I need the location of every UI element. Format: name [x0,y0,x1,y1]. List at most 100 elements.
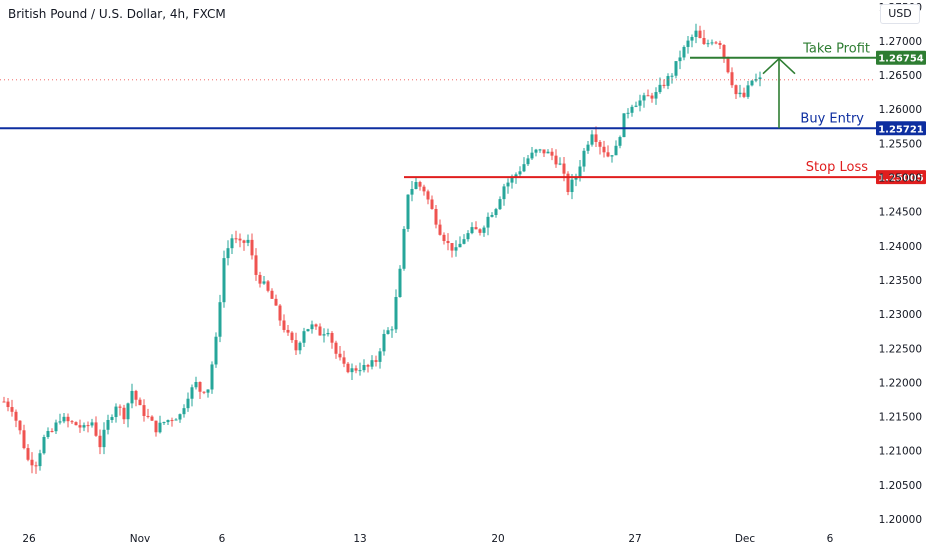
candle-body [750,80,754,86]
candle-body [86,425,90,427]
candle-body [670,75,674,77]
candle-body [310,324,314,330]
candle-body [562,163,566,174]
candle-body [578,166,582,177]
candle-body [226,248,230,259]
candle-body [658,84,662,93]
candle-body [110,417,114,420]
candle-body [642,95,646,101]
candle-body [54,422,58,432]
candle-body [130,390,134,404]
candle-body [482,227,486,233]
candle-body [622,113,626,138]
candle-body [722,44,726,58]
price-axis: 1.290001.285001.280001.275001.270001.265… [879,2,922,526]
candles-layer [2,23,762,474]
candle-body [98,435,102,448]
candle-body [70,421,74,423]
candle-body [706,43,710,45]
candle-body [58,421,62,423]
y-tick-label: 1.20000 [879,514,922,526]
candle-body [46,431,50,437]
candle-body [686,40,690,47]
candle-body [514,174,518,178]
candle-body [486,216,490,228]
candle-body [566,173,570,193]
candle-body [362,364,366,371]
candle-body [438,224,442,235]
currency-button[interactable]: USD [880,4,920,24]
candle-body [118,406,122,408]
candle-body [526,158,530,165]
candle-body [534,149,538,153]
candle-body [714,42,718,44]
candle-body [270,290,274,299]
candle-body [546,151,550,154]
x-tick-label: 6 [219,533,226,545]
candle-body [550,151,554,156]
candle-body [542,149,546,154]
candle-body [202,391,206,393]
candle-body [366,364,370,367]
y-tick-label: 1.21500 [879,412,922,424]
candle-body [650,95,654,99]
candle-body [298,342,302,351]
y-tick-label: 1.21000 [879,446,922,458]
levels-layer: Take Profit 1.26754 Buy Entry 1.25721 Stop L… [0,42,926,185]
candle-body [758,77,762,80]
candle-body [258,274,262,284]
candle-body [586,144,590,151]
candle-body [646,95,650,97]
candle-body [498,199,502,210]
candle-body [386,330,390,334]
candle-body [662,84,666,86]
candle-body [678,57,682,62]
candle-body [490,215,494,217]
candle-body [122,407,126,420]
x-tick-label: Dec [735,533,756,545]
candle-body [558,163,562,165]
candle-body [266,281,270,291]
candle-body [326,332,330,335]
candle-body [102,429,106,448]
time-axis: 26 Nov 6 13 20 27 Dec 6 [22,533,833,545]
candle-body [554,155,558,165]
candle-body [478,229,482,233]
candle-body [654,92,658,99]
candle-body [742,92,746,97]
candle-body [166,420,170,423]
candle-body [350,368,354,373]
candle-body [138,399,142,406]
candle-body [462,239,466,244]
candle-body [378,351,382,362]
candle-body [434,208,438,225]
candle-body [230,238,234,249]
candle-body [190,387,194,399]
candle-body [162,422,166,424]
candle-body [106,419,110,430]
candle-body [22,430,26,449]
x-tick-label: 6 [827,533,834,545]
candle-body [606,152,610,157]
candle-body [330,332,334,343]
candle-body [246,239,250,243]
candle-body [726,57,730,73]
candle-body [318,326,322,336]
candle-body [634,105,638,107]
x-tick-label: Nov [130,533,151,545]
candle-body [146,415,150,417]
candle-body [614,145,618,156]
candle-body [574,176,578,180]
candle-body [590,134,594,145]
chart-title: British Pound / U.S. Dollar, 4h, FXCM [8,7,226,21]
candle-body [30,459,34,466]
candle-body [630,106,634,113]
y-tick-label: 1.22500 [879,343,922,355]
candle-body [94,422,98,436]
candle-body [278,305,282,321]
candle-body [510,177,514,183]
candle-body [42,436,46,454]
candle-body [418,182,422,187]
candle-body [186,398,190,409]
